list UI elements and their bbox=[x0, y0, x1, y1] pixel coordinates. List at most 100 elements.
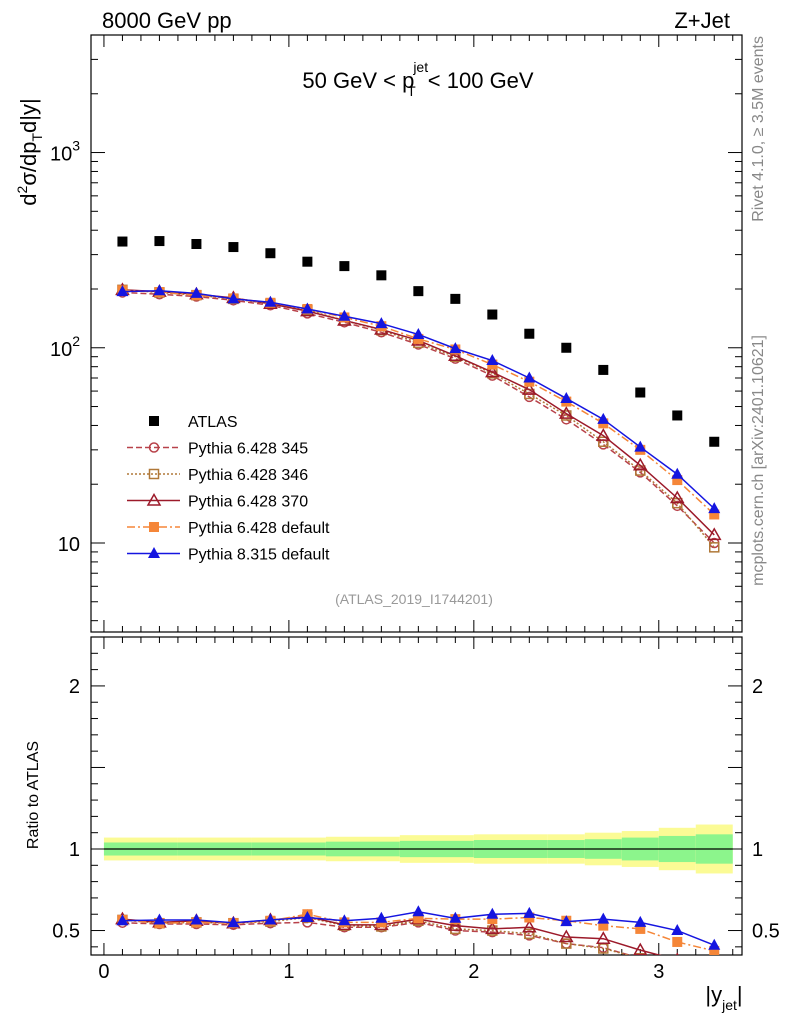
data-point bbox=[596, 428, 611, 441]
ratio-point bbox=[598, 920, 609, 931]
ratio-point bbox=[710, 967, 719, 976]
data-point bbox=[709, 436, 720, 447]
data-point bbox=[376, 270, 387, 281]
ratio-point bbox=[227, 916, 240, 928]
ratio-point bbox=[190, 913, 203, 925]
data-point bbox=[375, 317, 388, 329]
legend-label: Pythia 6.428 370 bbox=[188, 494, 308, 511]
data-point bbox=[669, 490, 685, 504]
ratio-point bbox=[672, 936, 683, 947]
ratio-point bbox=[487, 914, 498, 925]
legend-marker bbox=[148, 547, 160, 558]
ylabel-sup: 2 bbox=[14, 185, 30, 193]
legend-label: ATLAS bbox=[188, 414, 238, 431]
data-point bbox=[709, 509, 720, 520]
legend: ATLAS Pythia 6.428 345 Pythia 6.428 346 Pyt… bbox=[127, 414, 330, 564]
data-point bbox=[412, 327, 425, 339]
ylabel-d: d bbox=[16, 193, 41, 205]
panel-title: 50 GeV < pjet T < 100 GeV bbox=[302, 59, 534, 99]
rivet-version-text: Rivet 4.1.0, ≥ 3.5M events bbox=[750, 36, 767, 222]
ratio-y-tick-label-right: 0.5 bbox=[752, 921, 780, 943]
x-axis-label: |yjet| bbox=[705, 982, 742, 1013]
data-point bbox=[116, 285, 129, 297]
ratio-uncertainty-bands bbox=[103, 824, 733, 874]
data-point bbox=[338, 309, 351, 321]
data-point bbox=[632, 457, 648, 471]
data-point bbox=[524, 328, 535, 339]
data-point bbox=[559, 406, 574, 419]
data-point bbox=[598, 364, 609, 375]
data-point bbox=[191, 239, 202, 250]
data-point bbox=[598, 436, 609, 448]
ratio-point bbox=[523, 906, 536, 918]
ratio-point bbox=[338, 914, 351, 926]
legend-label: Pythia 8.315 default bbox=[188, 547, 330, 564]
ratio-point bbox=[375, 911, 388, 923]
legend-marker bbox=[149, 416, 159, 426]
y-tick-label: 102 bbox=[50, 333, 80, 361]
ratio-frame bbox=[90, 636, 743, 956]
ratio-y-tick-label: 1 bbox=[69, 839, 80, 861]
legend-marker bbox=[149, 522, 159, 532]
ratio-y-axis-label: Ratio to ATLAS bbox=[25, 741, 42, 849]
data-point bbox=[560, 391, 573, 403]
ratio-point bbox=[708, 964, 720, 975]
legend-label: Pythia 6.428 345 bbox=[188, 441, 308, 458]
y-tick-label: 10 bbox=[58, 534, 80, 556]
data-point bbox=[117, 236, 128, 247]
x-tick-label: 2 bbox=[468, 961, 479, 983]
data-point bbox=[523, 371, 536, 383]
main-frame bbox=[90, 34, 743, 633]
ylabel-sub: T bbox=[29, 133, 45, 142]
data-point bbox=[635, 387, 646, 398]
data-point bbox=[264, 295, 277, 307]
x-tick-label: 3 bbox=[653, 961, 664, 983]
data-point bbox=[154, 236, 165, 247]
data-point bbox=[227, 292, 240, 304]
data-point bbox=[672, 410, 683, 421]
ratio-point bbox=[634, 915, 647, 927]
data-point bbox=[339, 261, 350, 272]
ratio-point bbox=[486, 907, 499, 919]
ratio-point bbox=[671, 924, 684, 936]
title-pre: 50 GeV < p bbox=[302, 68, 414, 93]
data-point bbox=[709, 542, 720, 553]
ratio-point bbox=[635, 953, 646, 955]
ratio-line bbox=[122, 913, 715, 952]
data-point bbox=[561, 342, 572, 353]
ratio-point bbox=[710, 968, 719, 977]
data-point bbox=[448, 348, 463, 362]
ratio-point bbox=[673, 965, 682, 974]
legend-marker bbox=[148, 442, 160, 453]
ratio-point bbox=[596, 931, 611, 944]
data-point bbox=[302, 256, 313, 267]
data-point bbox=[597, 412, 610, 424]
data-point bbox=[706, 527, 722, 541]
ratio-point bbox=[598, 943, 609, 954]
data-point bbox=[485, 364, 500, 378]
title-sup: jet bbox=[412, 59, 428, 75]
legend-label: Pythia 6.428 default bbox=[188, 520, 330, 537]
data-point bbox=[301, 302, 314, 314]
data-point bbox=[190, 286, 203, 298]
data-point bbox=[413, 286, 424, 297]
ratio-point bbox=[448, 918, 463, 931]
ratio-y-tick-label: 2 bbox=[69, 676, 80, 698]
x-tick-label: 0 bbox=[98, 961, 109, 983]
ratio-y-tick-label-right: 1 bbox=[752, 839, 763, 861]
data-point bbox=[153, 284, 166, 296]
data-point bbox=[672, 475, 683, 486]
data-point bbox=[487, 309, 498, 320]
analysis-id-label: (ATLAS_2019_I1744201) bbox=[335, 591, 493, 607]
main-y-axis-label: d2σ/dpTd|y| bbox=[14, 98, 45, 205]
ratio-point bbox=[597, 912, 610, 924]
ratio-series bbox=[115, 905, 721, 977]
ratio-point bbox=[522, 919, 537, 933]
xlabel-b: | bbox=[737, 982, 743, 1007]
data-point bbox=[671, 467, 684, 479]
data-point bbox=[522, 382, 537, 395]
xlabel-sub: jet bbox=[721, 997, 737, 1013]
ratio-point bbox=[485, 921, 500, 935]
legend-label: Pythia 6.428 346 bbox=[188, 467, 308, 484]
